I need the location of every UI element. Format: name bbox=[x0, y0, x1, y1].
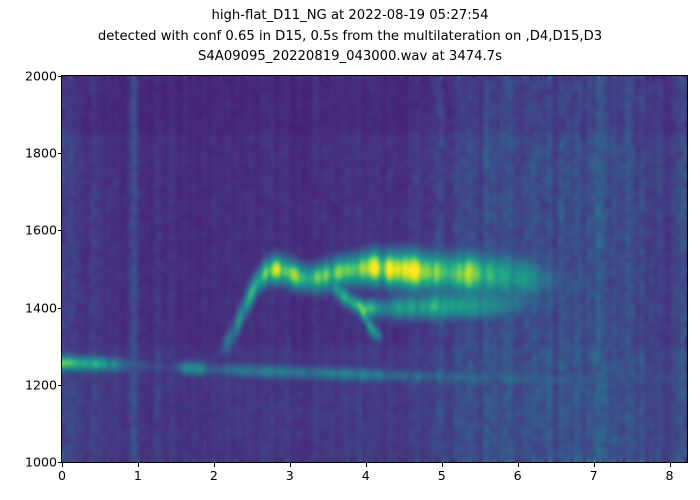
axis-spine-bottom bbox=[61, 462, 688, 463]
axis-spine-top bbox=[61, 75, 688, 76]
x-tick-label: 5 bbox=[437, 468, 446, 483]
y-tick-label: 1600 bbox=[24, 222, 57, 238]
spectrogram-image bbox=[62, 76, 687, 462]
x-tick bbox=[670, 463, 671, 467]
x-tick bbox=[214, 463, 215, 467]
y-tick bbox=[57, 76, 61, 77]
x-tick-label: 7 bbox=[589, 468, 598, 483]
y-tick bbox=[57, 153, 61, 154]
x-tick-label: 6 bbox=[513, 468, 522, 483]
y-tick-label: 1400 bbox=[24, 300, 57, 316]
x-tick bbox=[366, 463, 367, 467]
x-tick bbox=[594, 463, 595, 467]
y-tick bbox=[57, 385, 61, 386]
x-tick-label: 2 bbox=[209, 468, 218, 483]
title-line-2: detected with conf 0.65 in D15, 0.5s fro… bbox=[97, 28, 603, 44]
x-tick bbox=[62, 463, 63, 467]
x-tick-label: 3 bbox=[285, 468, 294, 483]
x-tick bbox=[138, 463, 139, 467]
title-line-1: high-flat_D11_NG at 2022-08-19 05:27:54 bbox=[211, 8, 489, 23]
x-tick bbox=[290, 463, 291, 467]
x-tick bbox=[442, 463, 443, 467]
y-tick-label: 1200 bbox=[24, 377, 57, 393]
x-tick-label: 8 bbox=[665, 468, 674, 483]
x-tick-label: 4 bbox=[361, 468, 370, 483]
y-tick-label: 2000 bbox=[24, 68, 57, 84]
y-tick bbox=[57, 230, 61, 231]
x-tick-label: 1 bbox=[133, 468, 142, 483]
x-tick-label: 0 bbox=[57, 468, 66, 483]
axis-spine-right bbox=[687, 75, 688, 463]
title-line-3: S4A09095_20220819_043000.wav at 3474.7s bbox=[198, 49, 502, 64]
y-tick-label: 1800 bbox=[24, 145, 57, 161]
y-tick bbox=[57, 462, 61, 463]
y-tick-label: 1000 bbox=[24, 454, 57, 470]
x-tick bbox=[518, 463, 519, 467]
axis-spine-left bbox=[61, 75, 62, 463]
figure-title: high-flat_D11_NG at 2022-08-19 05:27:54 … bbox=[0, 6, 700, 68]
y-tick bbox=[57, 308, 61, 309]
spectrogram-plot-area bbox=[62, 76, 687, 462]
